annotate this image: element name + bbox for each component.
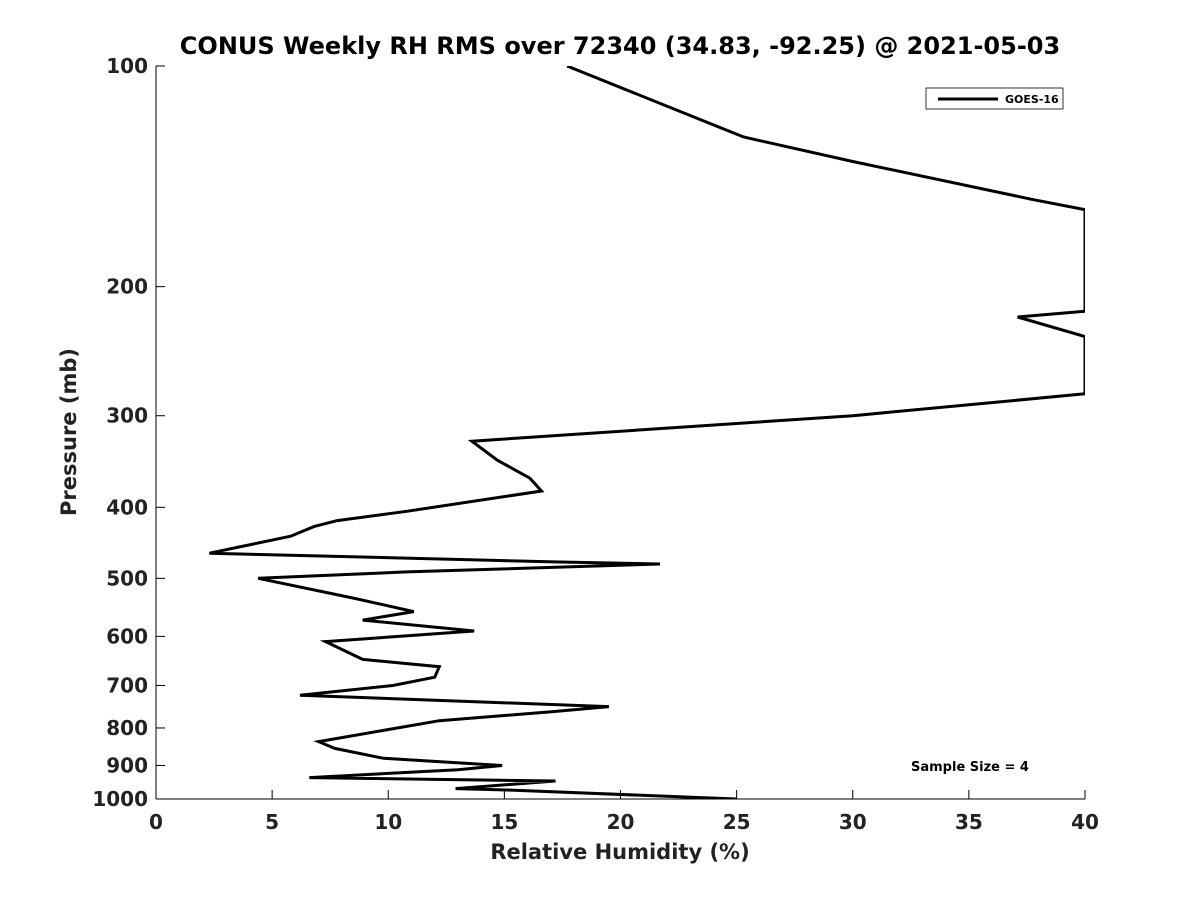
x-axis-label: Relative Humidity (%)	[490, 840, 749, 864]
chart-title: CONUS Weekly RH RMS over 72340 (34.83, -…	[180, 32, 1060, 60]
plot-area: 0 5 10 15 20 25 30 35 40 100 200 300 400 500 600 700 80…	[92, 54, 1099, 834]
x-axis-ticks: 0 5 10 15 20 25 30 35 40	[149, 790, 1099, 834]
sample-size-annotation: Sample Size = 4	[911, 760, 1029, 775]
x-tick-label: 30	[839, 810, 867, 834]
x-tick-label: 25	[723, 810, 751, 834]
y-axis-label: Pressure (mb)	[57, 348, 81, 516]
y-tick-label: 200	[106, 275, 148, 299]
x-tick-label: 20	[607, 810, 635, 834]
x-tick-label: 40	[1071, 810, 1099, 834]
y-axis-ticks: 100 200 300 400 500 600 700 800 900 1000	[92, 54, 165, 811]
y-tick-label: 800	[106, 716, 148, 740]
y-tick-label: 1000	[92, 787, 148, 811]
y-tick-label: 400	[106, 495, 148, 519]
legend: GOES-16	[925, 87, 1064, 110]
y-tick-label: 900	[106, 753, 148, 777]
x-tick-label: 15	[490, 810, 518, 834]
series-layer	[209, 66, 1085, 799]
x-tick-label: 5	[265, 810, 279, 834]
y-tick-label: 500	[106, 566, 148, 590]
y-tick-label: 600	[106, 624, 148, 648]
series-line-goes-16	[209, 66, 1085, 799]
x-tick-label: 10	[374, 810, 402, 834]
legend-label-goes-16: GOES-16	[1005, 93, 1059, 106]
y-tick-label: 300	[106, 404, 148, 428]
x-tick-label: 0	[149, 810, 163, 834]
y-tick-label: 100	[106, 54, 148, 78]
y-tick-label: 700	[106, 673, 148, 697]
x-tick-label: 35	[955, 810, 983, 834]
